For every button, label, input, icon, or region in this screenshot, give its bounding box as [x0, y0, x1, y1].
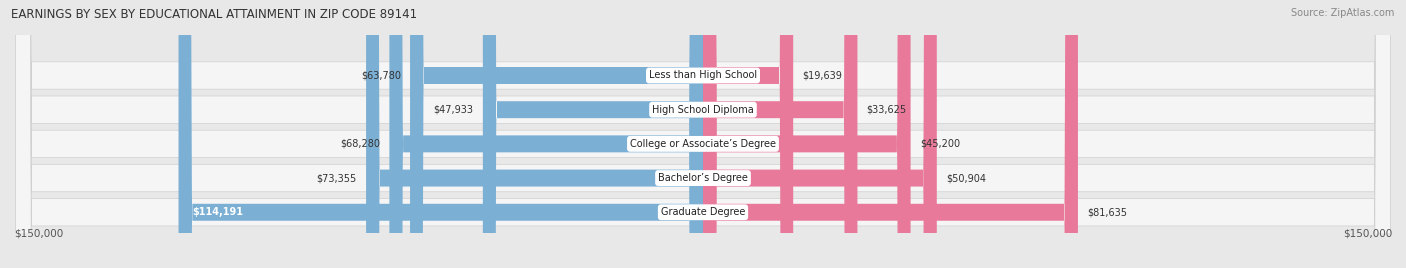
Text: Graduate Degree: Graduate Degree: [661, 207, 745, 217]
Text: $68,280: $68,280: [340, 139, 380, 149]
Text: $114,191: $114,191: [193, 207, 243, 217]
FancyBboxPatch shape: [703, 0, 793, 268]
FancyBboxPatch shape: [703, 0, 936, 268]
FancyBboxPatch shape: [15, 0, 1391, 268]
Text: $19,639: $19,639: [803, 70, 842, 80]
Text: $45,200: $45,200: [920, 139, 960, 149]
Text: High School Diploma: High School Diploma: [652, 105, 754, 115]
Text: $47,933: $47,933: [433, 105, 474, 115]
FancyBboxPatch shape: [15, 0, 1391, 268]
FancyBboxPatch shape: [15, 0, 1391, 268]
FancyBboxPatch shape: [411, 0, 703, 268]
Text: Less than High School: Less than High School: [650, 70, 756, 80]
Text: $50,904: $50,904: [946, 173, 986, 183]
FancyBboxPatch shape: [703, 0, 858, 268]
FancyBboxPatch shape: [482, 0, 703, 268]
Text: $73,355: $73,355: [316, 173, 357, 183]
Text: Bachelor’s Degree: Bachelor’s Degree: [658, 173, 748, 183]
Text: Source: ZipAtlas.com: Source: ZipAtlas.com: [1291, 8, 1395, 18]
FancyBboxPatch shape: [179, 0, 703, 268]
Text: $33,625: $33,625: [866, 105, 907, 115]
Text: EARNINGS BY SEX BY EDUCATIONAL ATTAINMENT IN ZIP CODE 89141: EARNINGS BY SEX BY EDUCATIONAL ATTAINMEN…: [11, 8, 418, 21]
Text: $63,780: $63,780: [361, 70, 401, 80]
FancyBboxPatch shape: [703, 0, 1078, 268]
FancyBboxPatch shape: [703, 0, 911, 268]
Text: $81,635: $81,635: [1087, 207, 1128, 217]
FancyBboxPatch shape: [15, 0, 1391, 268]
Legend: Male, Female: Male, Female: [655, 267, 751, 268]
FancyBboxPatch shape: [389, 0, 703, 268]
Text: $150,000: $150,000: [14, 229, 63, 239]
FancyBboxPatch shape: [366, 0, 703, 268]
Text: College or Associate’s Degree: College or Associate’s Degree: [630, 139, 776, 149]
Text: $150,000: $150,000: [1343, 229, 1392, 239]
FancyBboxPatch shape: [15, 0, 1391, 268]
